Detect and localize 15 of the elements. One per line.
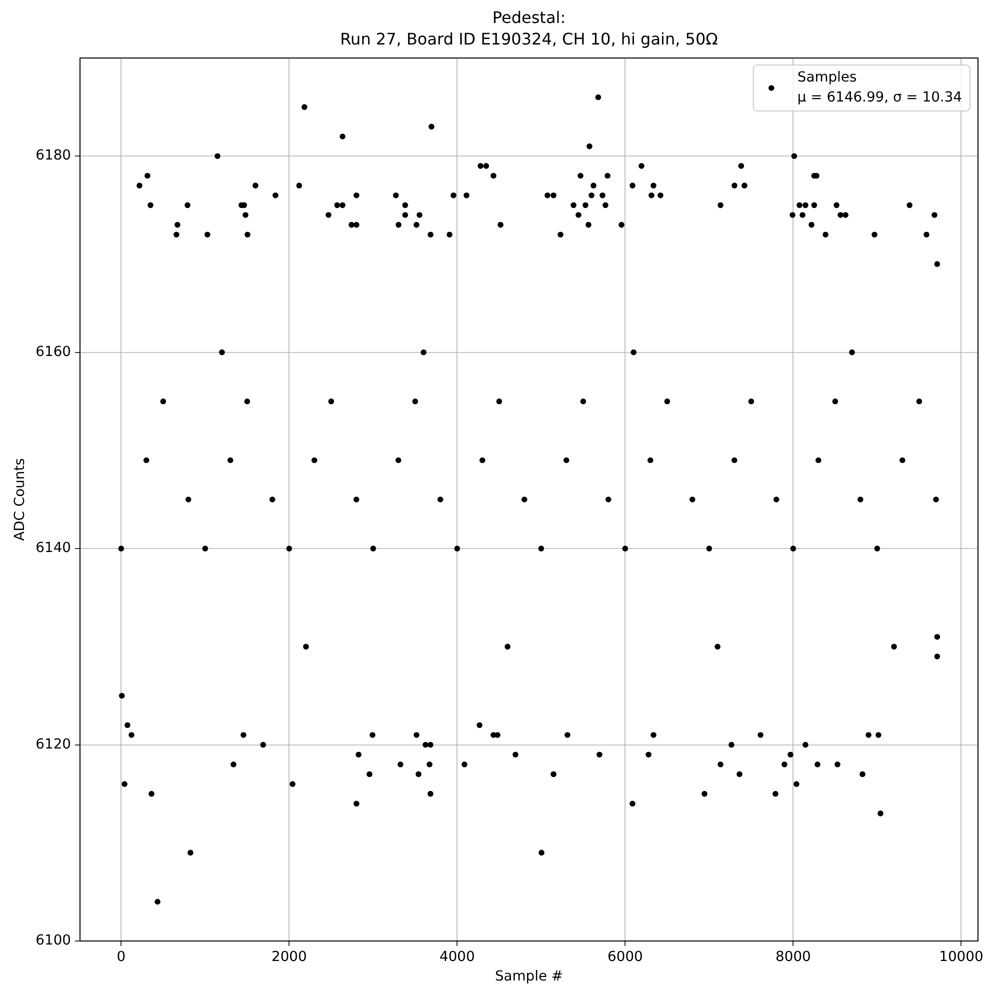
x-tick-label: 10000 [939,948,984,965]
y-tick-label: 6100 [36,932,71,949]
y-tick-label: 6120 [36,736,71,752]
x-tick-label: 6000 [608,948,643,965]
x-tick-label: 8000 [776,948,811,965]
x-axis-title: Sample # [494,968,564,984]
x-tick-label: 0 [116,948,126,965]
y-tick-label: 6160 [36,344,71,360]
y-tick-label: 6180 [36,148,71,164]
y-axis-title: ADC Counts [12,458,28,541]
legend-label: Samples μ = 6146.99, σ = 10.34 [797,70,962,106]
y-tick-label: 6140 [36,540,71,556]
chart-title: Pedestal: Run 27, Board ID E190324, CH 10, hi gain, 50Ω [340,8,718,49]
x-tick-label: 2000 [271,948,307,965]
x-tick-label: 4000 [439,948,475,965]
